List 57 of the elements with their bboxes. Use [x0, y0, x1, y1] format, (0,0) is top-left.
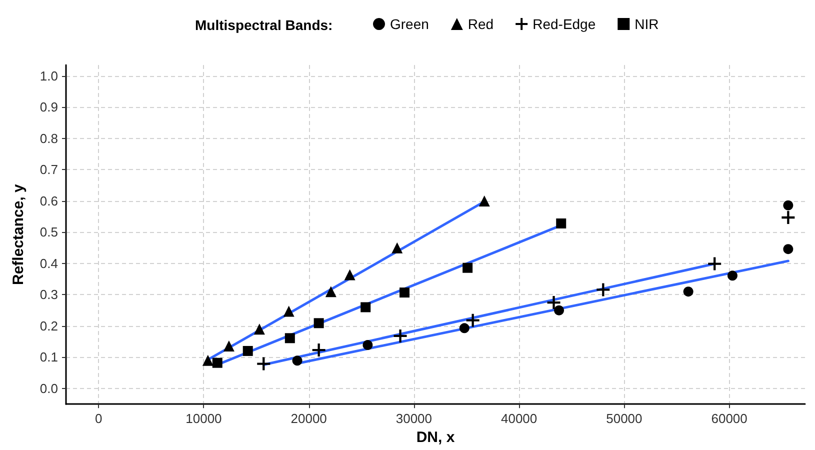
x-tick-label: 30000	[396, 411, 432, 426]
y-tick-label: 0.3	[40, 287, 58, 302]
y-tick-label: 0.9	[40, 100, 58, 115]
point	[782, 211, 795, 224]
x-tick-label: 10000	[186, 411, 222, 426]
point	[284, 333, 295, 344]
point	[344, 269, 356, 280]
legend-title: Multispectral Bands:	[195, 17, 333, 33]
legend-label: Red	[468, 16, 494, 32]
point	[596, 283, 610, 296]
point	[727, 270, 738, 281]
point	[462, 262, 473, 273]
x-tick-label: 0	[94, 411, 102, 426]
legend-label: Green	[390, 16, 429, 32]
point	[283, 306, 294, 317]
point	[254, 324, 265, 335]
point	[360, 302, 371, 312]
point	[392, 242, 403, 254]
point	[312, 344, 326, 357]
point	[683, 286, 694, 297]
point	[325, 286, 336, 298]
point	[399, 288, 410, 298]
point	[212, 358, 222, 368]
x-tick-label: 40000	[500, 411, 538, 426]
x-tick-label: 20000	[290, 411, 327, 426]
point	[708, 257, 722, 270]
y-axis-title: Reflectance, y	[10, 183, 27, 285]
point	[459, 323, 470, 334]
point	[292, 356, 302, 366]
point	[783, 200, 794, 210]
y-tick-label: 0.7	[40, 162, 58, 178]
point	[466, 314, 480, 327]
point	[478, 195, 490, 206]
point	[362, 340, 373, 350]
point	[556, 218, 566, 228]
legend-label: Red-Edge	[532, 16, 596, 32]
y-tick-label: 0.0	[40, 380, 58, 396]
y-tick-label: 0.5	[40, 224, 58, 240]
y-tick-label: 0.1	[40, 350, 58, 365]
point	[223, 340, 234, 352]
point	[547, 296, 560, 310]
y-tick-label: 0.4	[40, 256, 58, 271]
point	[257, 357, 270, 370]
x-tick-label: 50000	[606, 411, 642, 426]
legend-label: NIR	[634, 16, 659, 32]
x-axis-title: DN, x	[416, 429, 456, 446]
point	[394, 329, 407, 342]
point	[783, 244, 794, 254]
y-tick-label: 0.6	[40, 193, 58, 208]
y-tick-label: 0.8	[40, 130, 58, 146]
point	[554, 305, 564, 316]
y-tick-label: 0.2	[40, 318, 58, 334]
x-tick-label: 60000	[711, 411, 748, 426]
y-tick-label: 1.0	[40, 68, 58, 84]
point	[202, 354, 214, 366]
point	[314, 318, 324, 328]
point	[242, 346, 253, 356]
